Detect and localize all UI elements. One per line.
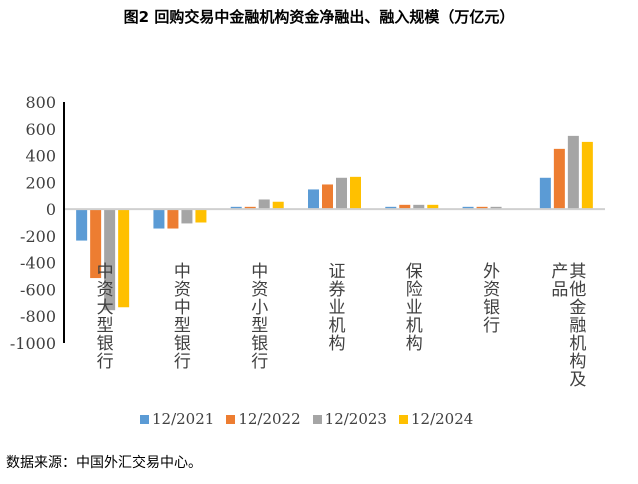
bar	[581, 141, 593, 210]
category-label: 其他金融机构及产品	[547, 262, 586, 388]
bar	[336, 177, 347, 210]
legend-label: 12/2022	[238, 410, 301, 428]
y-tick-label: 400	[25, 147, 56, 166]
legend-swatch	[312, 414, 322, 424]
category-label: 中资大型银行	[92, 262, 113, 370]
bar	[350, 176, 361, 210]
bar	[476, 206, 488, 210]
bar	[385, 206, 397, 210]
bar	[118, 209, 130, 308]
bar	[181, 209, 193, 224]
legend: 12/2021 12/2022 12/2023 12/2024	[140, 410, 473, 428]
legend-swatch	[140, 414, 149, 424]
legend-label: 12/2023	[324, 410, 387, 428]
bar	[399, 204, 411, 210]
category-label: 中资小型银行	[247, 262, 268, 370]
bar	[322, 184, 333, 210]
bar	[539, 177, 551, 210]
bar	[76, 209, 88, 241]
y-tick-label: 200	[25, 173, 56, 192]
legend-swatch	[226, 414, 236, 424]
y-tick-label: -1000	[10, 334, 56, 353]
chart-title: 图2 回购交易中金融机构资金净融出、融入规模（万亿元）	[123, 8, 515, 26]
bar	[413, 204, 425, 210]
bar	[90, 209, 102, 279]
category-label: 外资银行	[479, 262, 500, 334]
legend-item: 12/2023	[312, 410, 387, 428]
bar	[462, 206, 474, 210]
bar	[258, 199, 270, 210]
bar	[153, 209, 165, 229]
bar	[272, 201, 284, 210]
bar	[230, 206, 242, 210]
legend-item: 12/2024	[398, 410, 474, 428]
legend-item: 12/2022	[226, 410, 301, 428]
bar	[244, 206, 256, 210]
category-label: 中资中型银行	[169, 262, 190, 370]
bar	[427, 204, 439, 210]
bar	[104, 209, 116, 311]
y-tick-label: -200	[20, 227, 56, 246]
y-tick-label: 0	[46, 200, 56, 219]
bar	[167, 209, 179, 229]
bar	[553, 148, 565, 210]
legend-swatch	[398, 414, 408, 424]
bar	[567, 135, 579, 210]
legend-item: 12/2021	[140, 410, 214, 428]
bar	[308, 189, 319, 210]
category-label: 证券业机构	[324, 262, 345, 352]
y-tick-label: 800	[25, 93, 56, 112]
source-note: 数据来源：中国外汇交易中心。	[6, 455, 202, 471]
legend-label: 12/2024	[410, 410, 474, 428]
category-label: 保险业机构	[401, 262, 422, 352]
bar	[195, 209, 207, 223]
y-tick-label: -600	[20, 280, 56, 299]
y-tick-label: 600	[25, 120, 56, 139]
y-tick-label: -400	[20, 254, 56, 273]
legend-label: 12/2021	[152, 410, 215, 428]
bar	[490, 206, 502, 210]
y-tick-label: -800	[20, 307, 56, 326]
